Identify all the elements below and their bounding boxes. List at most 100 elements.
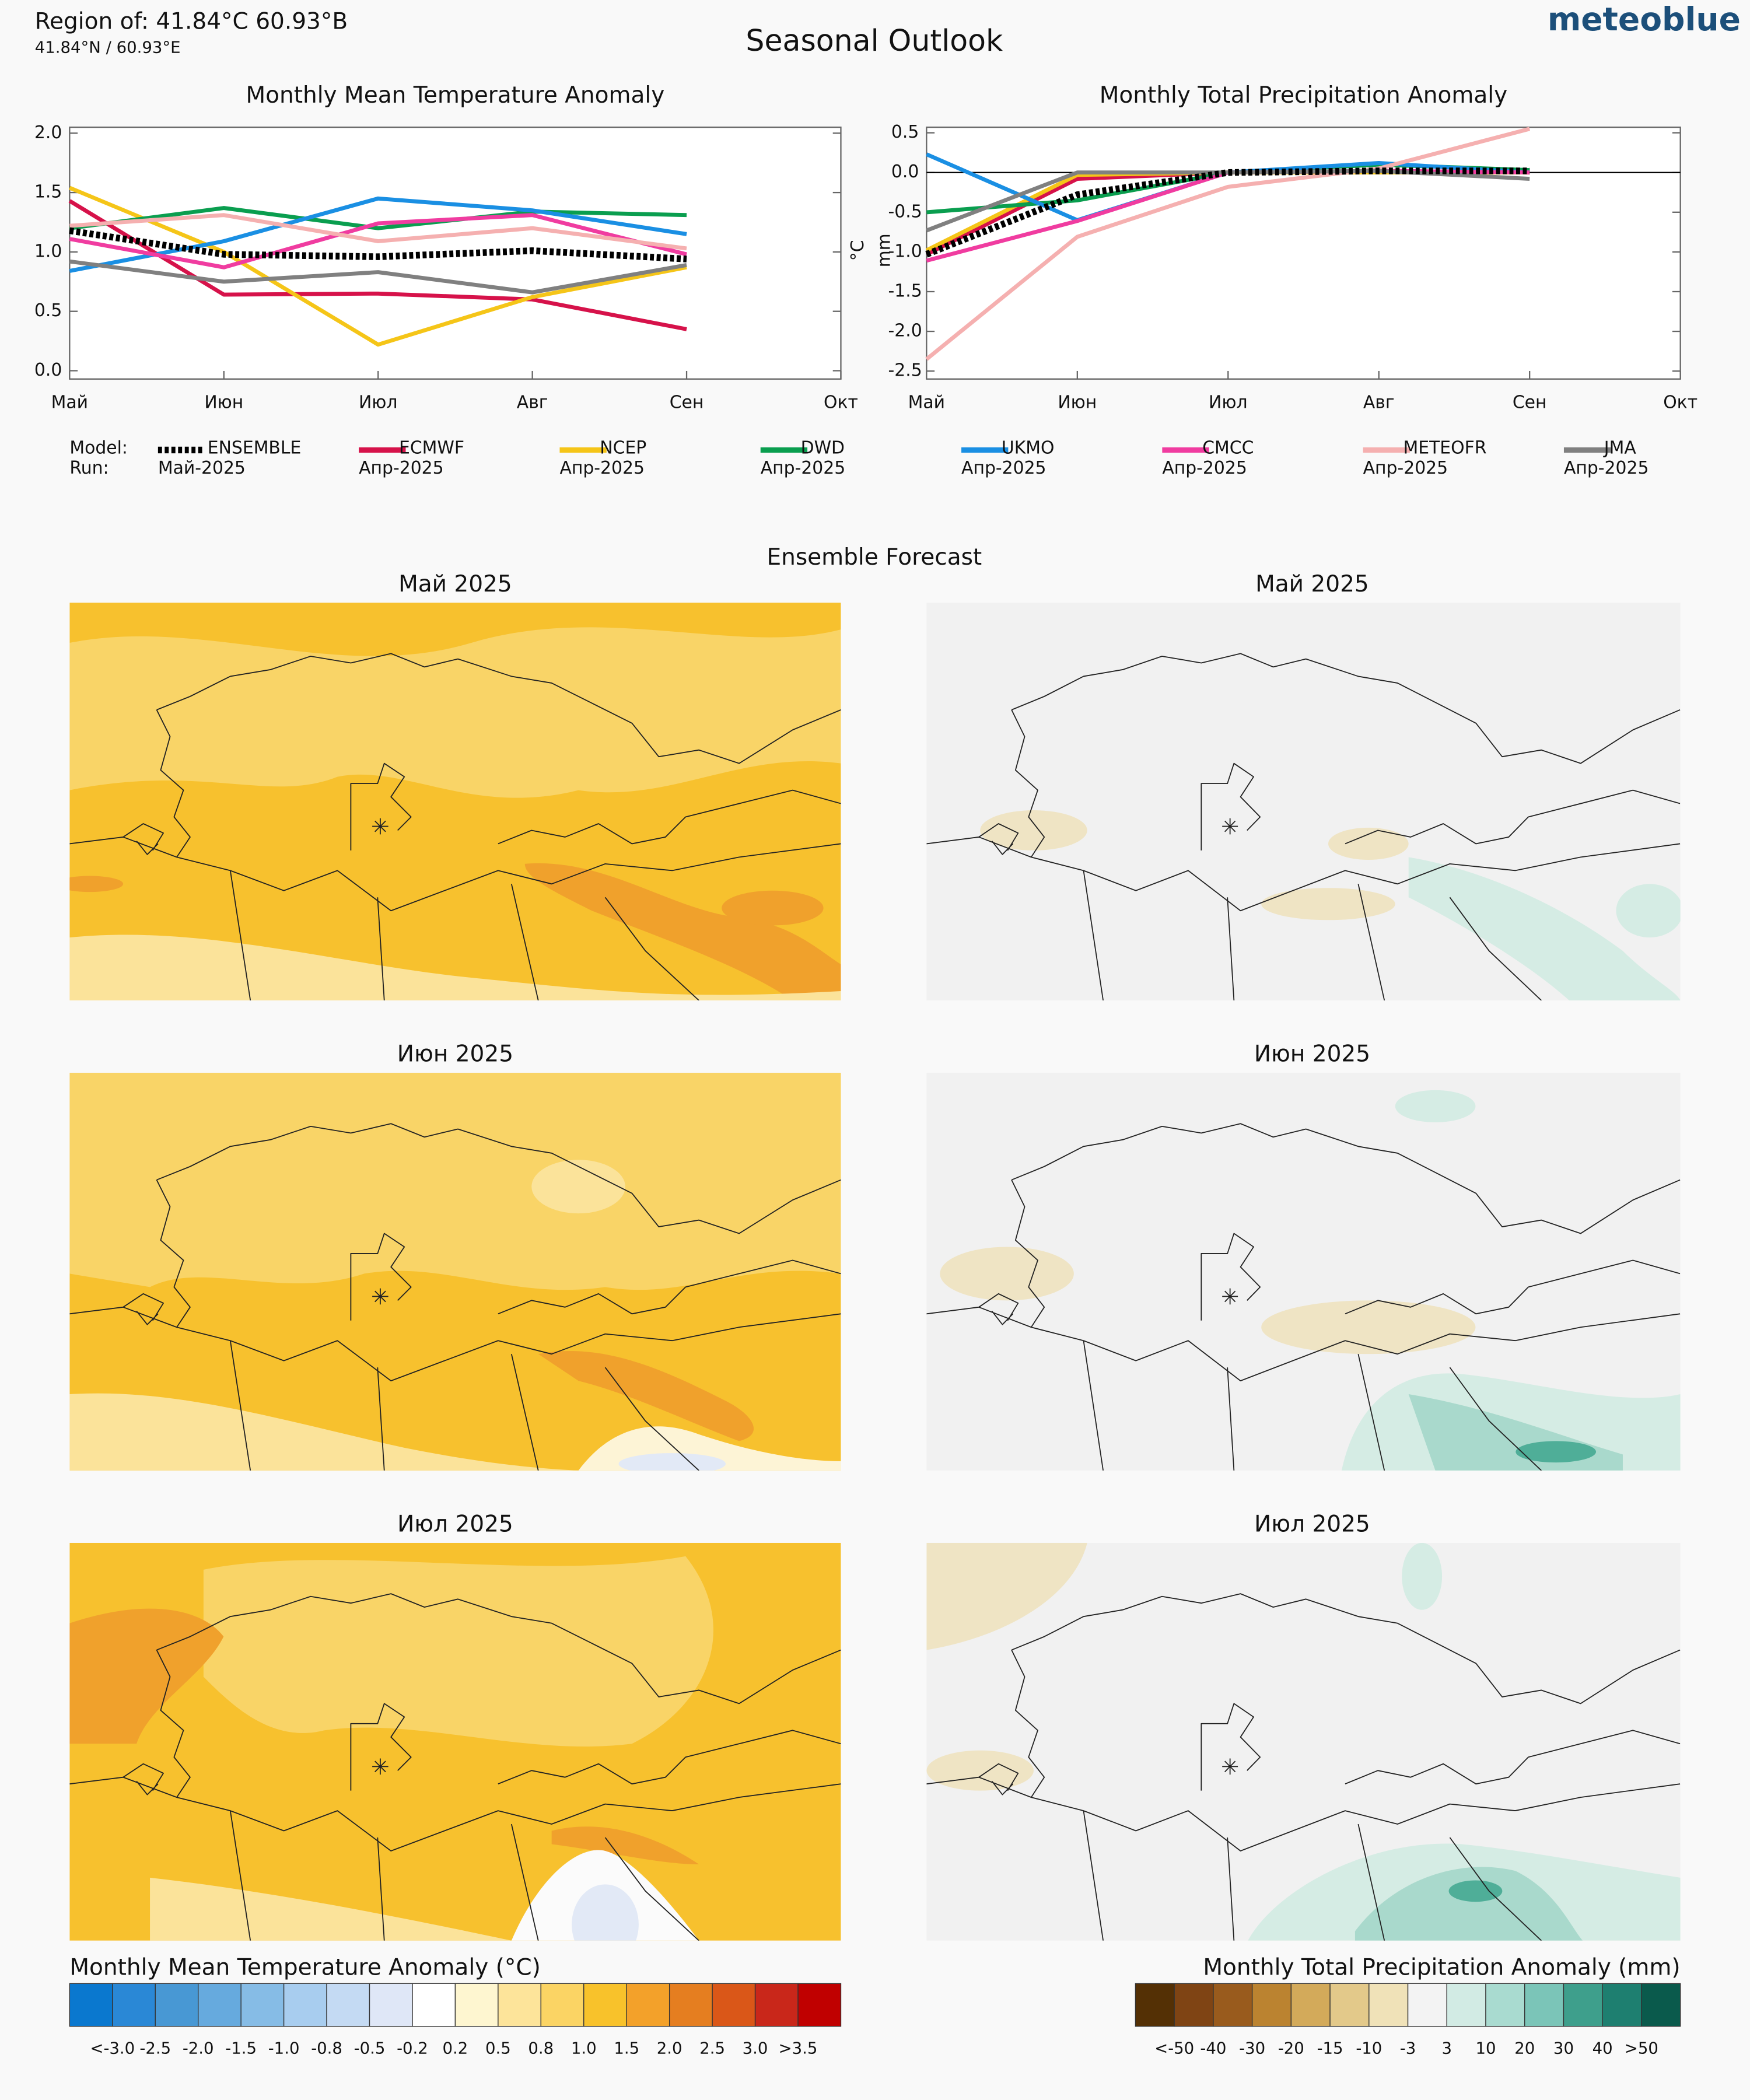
colorbar-label: -30 <box>1239 2039 1265 2058</box>
page-title: Seasonal Outlook <box>746 23 1003 58</box>
colorbar-label: <-50 <box>1154 2039 1194 2058</box>
colorbar-label: -20 <box>1278 2039 1304 2058</box>
series-line <box>69 227 687 262</box>
colorbar-swatch <box>155 1983 199 2027</box>
map <box>69 603 841 1001</box>
map-area <box>69 935 841 1001</box>
map-area <box>1402 1542 1443 1610</box>
map <box>926 1542 1681 1941</box>
legend-run: Апр-2025 <box>961 458 1046 478</box>
x-tick-label: Июн <box>1058 393 1097 413</box>
legend-run: Апр-2025 <box>761 458 845 478</box>
series-line <box>69 259 687 295</box>
x-tick-label: Окт <box>1663 393 1698 413</box>
series-line <box>69 213 687 251</box>
colorbar-swatch <box>1368 1983 1409 2027</box>
legend-label: CMCC <box>1202 438 1254 459</box>
colorbar-swatch <box>1251 1983 1292 2027</box>
legend-run: Апр-2025 <box>559 458 644 478</box>
colorbar-swatch <box>283 1983 327 2027</box>
map-area <box>203 1556 713 1747</box>
colorbar-label: -0.5 <box>354 2039 386 2058</box>
colorbar-swatch <box>1407 1983 1447 2027</box>
y-tick-label: -1.0 <box>888 241 922 261</box>
map-area <box>1516 1441 1597 1463</box>
legend-run: Апр-2025 <box>359 458 443 478</box>
colorbar-swatch <box>1602 1983 1642 2027</box>
chart-title: Monthly Total Precipitation Anomaly <box>1100 82 1507 108</box>
colorbar-swatch <box>69 1983 113 2027</box>
colorbar-label: 0.2 <box>443 2039 468 2058</box>
legend-label: UKMO <box>1002 438 1055 459</box>
map-title: Июн 2025 <box>1254 1041 1370 1068</box>
map-area <box>1354 1867 1583 1941</box>
colorbar-label: 2.0 <box>657 2039 682 2058</box>
y-tick-label: -0.5 <box>888 201 922 222</box>
colorbar-swatch <box>1485 1983 1525 2027</box>
y-axis-label: °C <box>848 240 868 261</box>
legend-run: Апр-2025 <box>1363 458 1448 478</box>
y-tick-label: -1.5 <box>888 281 922 301</box>
map-area <box>1261 1300 1476 1354</box>
map-area <box>69 1073 841 1290</box>
legend-run-label: Run: <box>69 458 108 478</box>
colorbar-swatch <box>754 1983 799 2027</box>
colorbar-swatch <box>1290 1983 1331 2027</box>
map-title: Май 2025 <box>1255 571 1369 597</box>
map-area <box>69 876 124 892</box>
colorbar-label: -3 <box>1400 2039 1416 2058</box>
map-area <box>1328 827 1409 860</box>
x-tick-label: Сен <box>670 393 704 413</box>
colorbar-swatch <box>1524 1983 1564 2027</box>
colorbar-swatch <box>369 1983 413 2027</box>
colorbar-label: 3 <box>1442 2039 1452 2058</box>
x-tick-label: Май <box>51 393 88 413</box>
colorbar-label: 3.0 <box>743 2039 768 2058</box>
colorbar-swatch <box>326 1983 370 2027</box>
colorbar-swatch <box>712 1983 756 2027</box>
colorbar-label: 40 <box>1592 2039 1613 2058</box>
map-area <box>926 1542 1087 1650</box>
colorbar-label: 10 <box>1475 2039 1496 2058</box>
colorbar-label: 1.5 <box>614 2039 639 2058</box>
colorbar-swatch <box>1213 1983 1253 2027</box>
map <box>69 1542 841 1941</box>
map-area <box>150 1877 512 1941</box>
colorbar-label: -0.2 <box>397 2039 428 2058</box>
y-tick-label: 0.5 <box>891 122 919 142</box>
colorbar-swatch <box>1135 1983 1175 2027</box>
brand-logo[interactable]: meteoblue <box>1548 1 1741 38</box>
colorbar-swatch <box>1563 1983 1603 2027</box>
colorbar-swatch <box>112 1983 156 2027</box>
series-line <box>68 199 687 331</box>
map-area <box>524 863 841 1001</box>
region-title: Region of: 41.84°C 60.93°В <box>35 9 348 35</box>
y-tick-label: 0.0 <box>891 162 919 182</box>
region-coords: 41.84°N / 60.93°E <box>35 38 181 57</box>
colorbar-swatch <box>198 1983 242 2027</box>
colorbar-swatch <box>454 1983 499 2027</box>
colorbar-swatch <box>1446 1983 1486 2027</box>
series-line <box>69 186 687 347</box>
y-tick-label: -2.0 <box>888 321 922 341</box>
colorbar-swatch <box>412 1983 456 2027</box>
map-area <box>69 627 841 798</box>
section-title: Ensemble Forecast <box>766 544 982 570</box>
colorbar-label: 0.5 <box>485 2039 511 2058</box>
colorbar-title: Monthly Mean Temperature Anomaly (°C) <box>69 1954 540 1980</box>
colorbar-label: 2.5 <box>699 2039 725 2058</box>
colorbar-swatch <box>240 1983 285 2027</box>
legend-label: DWD <box>801 438 845 459</box>
colorbar-swatch <box>668 1983 713 2027</box>
colorbar-label: 20 <box>1514 2039 1535 2058</box>
colorbar-label: -1.5 <box>225 2039 257 2058</box>
map-title: Июл 2025 <box>397 1511 513 1538</box>
y-tick-label: 2.0 <box>34 123 62 143</box>
colorbar-label: -15 <box>1317 2039 1343 2058</box>
chart-title: Monthly Mean Temperature Anomaly <box>246 82 664 108</box>
colorbar-swatch <box>1329 1983 1370 2027</box>
map-area <box>1448 1880 1503 1902</box>
plot-area <box>69 126 842 380</box>
y-tick-label: 1.0 <box>34 241 62 261</box>
